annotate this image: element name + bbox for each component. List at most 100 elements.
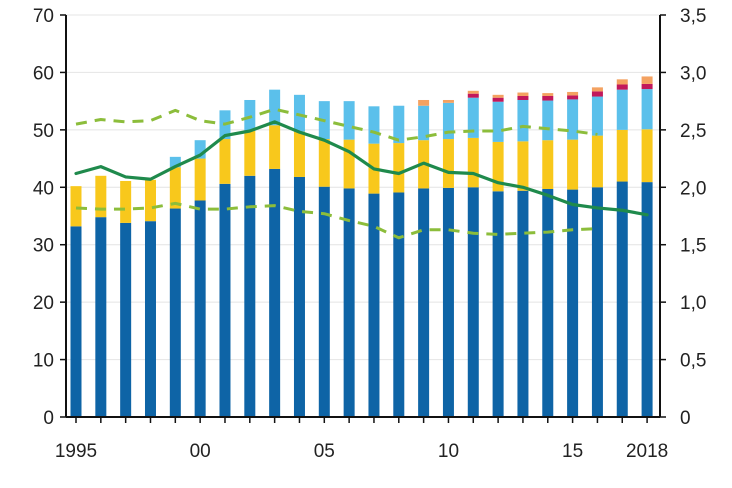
right-axis-tick-label: 3,0 (680, 63, 706, 84)
bar-segment-2 (591, 135, 603, 188)
bar-segment-1 (492, 191, 504, 417)
bar-segment-1 (169, 208, 181, 417)
left-axis-tick-label: 50 (33, 121, 54, 142)
left-axis-tick-label: 20 (33, 293, 54, 314)
bar-segment-3 (442, 102, 454, 140)
bar-segment-2 (442, 139, 454, 188)
bar-segment-2 (70, 186, 82, 227)
bar-segment-5 (641, 76, 653, 84)
lines (74, 107, 649, 240)
left-axis-tick-label: 40 (33, 178, 54, 199)
bar-segment-1 (95, 217, 107, 417)
bar-segment-5 (517, 92, 529, 96)
bar-segment-4 (616, 84, 628, 90)
bar-segment-1 (70, 226, 82, 417)
left-axis-tick-label: 0 (43, 408, 54, 429)
bar-segment-2 (169, 167, 181, 209)
bar-segment-3 (269, 89, 281, 126)
bar-segment-5 (616, 79, 628, 85)
x-axis-tick-label: 05 (314, 441, 335, 462)
bar-segment-2 (517, 141, 529, 191)
bar-segment-1 (467, 187, 479, 417)
bar-segment-1 (120, 222, 132, 417)
bar-segment-1 (517, 190, 529, 417)
bar-segment-1 (194, 200, 206, 417)
bar-segment-2 (343, 139, 355, 189)
bar-segment-5 (418, 99, 430, 106)
bar-segment-2 (144, 179, 156, 222)
axes (60, 14, 666, 423)
bar-segment-1 (591, 187, 603, 417)
right-axis-tick-label: 0 (680, 408, 691, 429)
bar-segment-3 (591, 96, 603, 136)
bar-segment-2 (194, 158, 206, 201)
bar-segment-2 (120, 180, 132, 223)
left-axis-tick-label: 10 (33, 351, 54, 372)
tick-labels: 0 10 20 30 40 50 60 70 0 0,5 1,0 1,5 2,0 2,5 3,0 3,5 199… (33, 6, 707, 462)
dashed-line-3 (75, 201, 598, 240)
bar-segment-1 (393, 192, 405, 417)
bar-segment-2 (393, 143, 405, 193)
bar-segment-2 (616, 129, 628, 182)
bar-segment-2 (492, 141, 504, 192)
bar-segment-1 (144, 221, 156, 417)
bar-segment-2 (567, 139, 579, 190)
bar-segment-5 (492, 94, 504, 98)
right-axis-tick-label: 2,5 (680, 121, 706, 142)
bar-segment-3 (194, 140, 206, 159)
bar-segment-2 (219, 139, 231, 184)
right-axis-tick-label: 3,5 (680, 6, 706, 27)
right-axis-tick-label: 0,5 (680, 351, 706, 372)
bar-segment-2 (244, 131, 256, 176)
bar-segment-4 (542, 95, 554, 101)
bar-segment-3 (616, 89, 628, 130)
bar-segment-1 (343, 188, 355, 417)
bar-segment-3 (293, 94, 305, 132)
bar-segment-1 (418, 188, 430, 417)
solid-line-1 (74, 120, 649, 217)
dashed-line-2 (75, 107, 598, 142)
bar-segment-5 (567, 91, 579, 96)
bar-segment-2 (269, 125, 281, 169)
bar-segment-1 (269, 168, 281, 417)
x-axis-tick-label: 1995 (55, 441, 97, 462)
right-axis-tick-label: 1,5 (680, 236, 706, 257)
bar-segment-1 (368, 193, 380, 417)
bar-segment-4 (467, 93, 479, 98)
bar-segment-3 (517, 99, 529, 142)
bar-segment-1 (616, 181, 628, 417)
bar-segment-5 (542, 93, 554, 96)
bar-segment-3 (418, 105, 430, 141)
gridlines (66, 14, 660, 361)
bar-segment-3 (393, 105, 405, 144)
x-axis-tick-label: 15 (562, 441, 583, 462)
bar-segment-1 (567, 189, 579, 417)
bar-segment-4 (567, 95, 579, 100)
bar-segment-1 (542, 189, 554, 417)
bar-segment-2 (467, 137, 479, 188)
bar-segment-1 (293, 176, 305, 417)
right-axis-tick-label: 1,0 (680, 293, 706, 314)
bar-segment-5 (591, 87, 603, 92)
bar-segment-2 (641, 129, 653, 183)
bar-segment-3 (343, 101, 355, 140)
bar-segment-3 (169, 156, 181, 168)
x-axis-tick-label: 00 (190, 441, 211, 462)
x-axis-tick-label: 2018 (626, 441, 668, 462)
bar-segment-3 (567, 99, 579, 140)
bar-segment-3 (368, 106, 380, 144)
x-axis-tick-label: 10 (438, 441, 459, 462)
bar-segment-1 (318, 186, 330, 417)
bars (70, 76, 653, 417)
bar-segment-2 (542, 140, 554, 189)
bar-segment-4 (641, 83, 653, 90)
bar-segment-1 (641, 182, 653, 417)
bar-segment-1 (244, 175, 256, 417)
bar-segment-1 (219, 183, 231, 417)
bar-segment-3 (492, 101, 504, 142)
bar-segment-2 (318, 139, 330, 187)
bar-segment-3 (641, 89, 653, 130)
bar-segment-5 (467, 90, 479, 94)
